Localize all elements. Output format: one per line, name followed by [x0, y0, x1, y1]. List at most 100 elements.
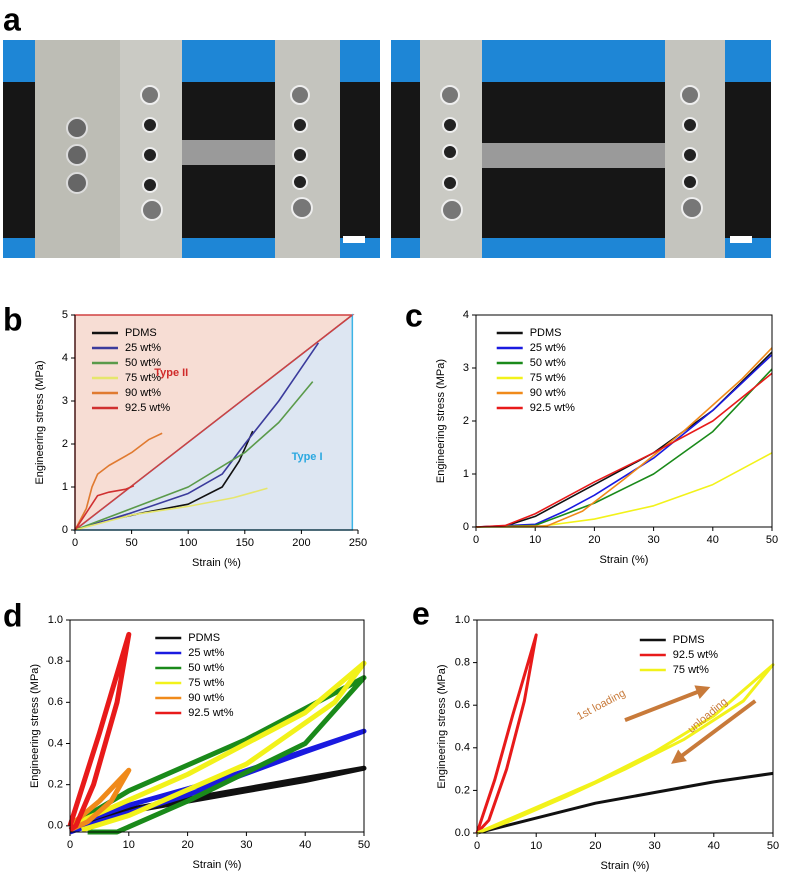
x-tick-label: 20	[181, 839, 193, 851]
legend-label: PDMS	[673, 634, 705, 646]
y-axis-label: Engineering stress (MPa)	[435, 359, 447, 483]
data-line	[68, 660, 367, 833]
data-line	[475, 633, 538, 835]
legend-label: 92.5 wt%	[673, 649, 718, 661]
y-tick-label: 0.0	[48, 820, 63, 832]
hole	[292, 174, 308, 190]
x-tick-label: 40	[299, 839, 311, 851]
x-tick-label: 10	[123, 839, 135, 851]
data-line	[68, 675, 367, 835]
y-tick-label: 0.8	[455, 657, 470, 669]
y-tick-label: 1	[62, 481, 68, 493]
y-tick-label: 5	[62, 309, 68, 321]
legend-label: 92.5 wt%	[188, 707, 233, 719]
arrow-shaft	[677, 699, 757, 761]
bolt	[66, 144, 88, 166]
x-axis-label: Strain (%)	[601, 860, 650, 872]
data-line	[68, 767, 132, 833]
annotation: Type II	[154, 367, 188, 379]
legend-label: 25 wt%	[530, 342, 566, 354]
bolt	[66, 117, 88, 139]
x-tick-label: 50	[766, 534, 778, 546]
annotation: Type I	[292, 451, 323, 463]
bolt	[441, 199, 463, 221]
panel-label: b	[3, 301, 23, 337]
y-tick-label: 2	[62, 438, 68, 450]
plot-frame	[69, 619, 365, 833]
legend-label: 75 wt%	[530, 372, 566, 384]
arrow-head	[671, 749, 687, 764]
region-border	[74, 314, 353, 531]
photo-left	[3, 40, 380, 258]
x-tick-label: 40	[708, 840, 720, 852]
arrow-shaft	[624, 688, 703, 722]
legend-label: 75 wt%	[125, 372, 161, 384]
data-line	[69, 728, 367, 835]
x-tick-label: 30	[648, 840, 660, 852]
sample	[482, 143, 665, 168]
y-tick-label: 0.2	[48, 779, 63, 791]
legend-label: 90 wt%	[530, 387, 566, 399]
legend-label: 50 wt%	[188, 662, 224, 674]
x-axis-label: Strain (%)	[193, 859, 242, 871]
panel-label: c	[405, 297, 423, 333]
x-tick-label: 150	[236, 537, 254, 549]
data-line	[74, 381, 314, 531]
x-tick-label: 50	[358, 839, 370, 851]
data-line	[74, 342, 320, 531]
y-tick-label: 1.0	[455, 614, 470, 626]
data-line	[475, 372, 773, 528]
legend-label: PDMS	[125, 327, 157, 339]
x-tick-label: 0	[72, 537, 78, 549]
bolt	[140, 85, 160, 105]
legend-label: PDMS	[530, 327, 562, 339]
x-tick-label: 250	[349, 537, 367, 549]
bolt	[440, 85, 460, 105]
legend-label: 92.5 wt%	[125, 402, 170, 414]
photo-right	[391, 40, 771, 258]
data-line	[74, 432, 163, 531]
y-tick-label: 0.6	[48, 696, 63, 708]
hole	[682, 117, 698, 133]
legend-label: PDMS	[188, 632, 220, 644]
hole	[682, 147, 698, 163]
legend-label: 90 wt%	[188, 692, 224, 704]
y-axis-label: Engineering stress (MPa)	[34, 360, 46, 484]
legend-label: 75 wt%	[188, 677, 224, 689]
y-tick-label: 3	[62, 395, 68, 407]
y-tick-label: 0.0	[455, 827, 470, 839]
x-tick-label: 20	[589, 840, 601, 852]
scale-bar	[343, 236, 365, 243]
hole	[682, 174, 698, 190]
scale-bar	[730, 236, 752, 243]
hole	[292, 117, 308, 133]
x-axis-label: Strain (%)	[600, 554, 649, 566]
y-tick-label: 0	[463, 521, 469, 533]
y-tick-label: 2	[463, 415, 469, 427]
panel-label: d	[3, 597, 23, 633]
x-tick-label: 20	[588, 534, 600, 546]
panel-label: e	[412, 595, 430, 631]
hole	[442, 117, 458, 133]
bolt	[291, 197, 313, 219]
legend-label: 90 wt%	[125, 387, 161, 399]
x-tick-label: 10	[530, 840, 542, 852]
data-line	[475, 354, 773, 528]
data-line	[476, 771, 774, 835]
hole	[142, 177, 158, 193]
x-axis-label: Strain (%)	[192, 557, 241, 569]
y-tick-label: 4	[463, 309, 469, 321]
legend-label: 25 wt%	[125, 342, 161, 354]
x-tick-label: 30	[240, 839, 252, 851]
x-tick-label: 0	[474, 840, 480, 852]
x-tick-label: 10	[529, 534, 541, 546]
y-tick-label: 0.4	[455, 742, 470, 754]
data-line	[475, 347, 773, 528]
legend-label: 92.5 wt%	[530, 402, 575, 414]
legend-label: 50 wt%	[530, 357, 566, 369]
y-tick-label: 0	[62, 524, 68, 536]
x-tick-label: 40	[707, 534, 719, 546]
bolt	[680, 85, 700, 105]
hole	[442, 175, 458, 191]
hole	[142, 117, 158, 133]
